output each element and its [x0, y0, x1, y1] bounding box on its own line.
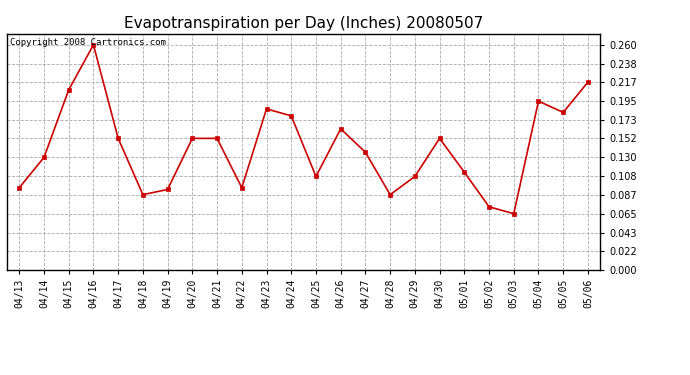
Text: Copyright 2008 Cartronics.com: Copyright 2008 Cartronics.com	[10, 39, 166, 48]
Title: Evapotranspiration per Day (Inches) 20080507: Evapotranspiration per Day (Inches) 2008…	[124, 16, 483, 31]
